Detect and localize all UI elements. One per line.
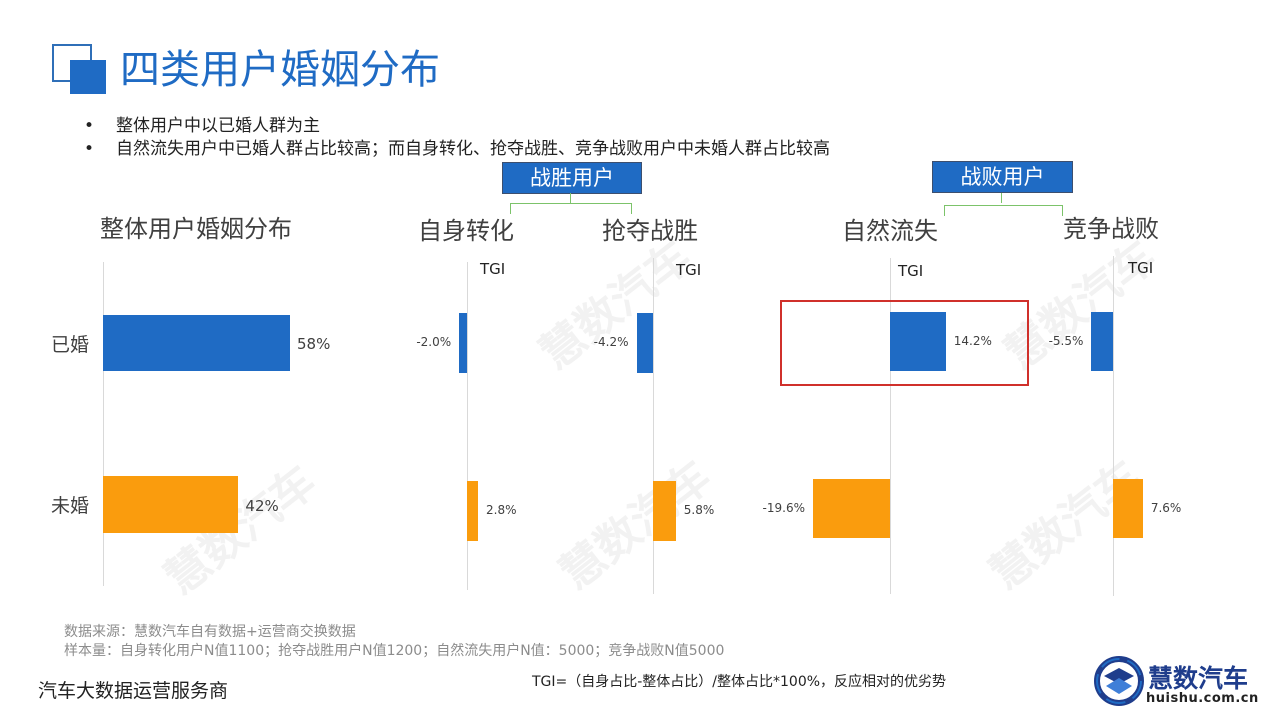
tgi-label-churn: TGI [898, 262, 924, 280]
lose-bracket [944, 205, 1063, 216]
overall-axis [103, 262, 104, 586]
panel-title-self: 自身转化 [418, 217, 514, 245]
bullet-item: 自然流失用户中已婚人群占比较高；而自身转化、抢夺战胜、竞争战败用户中未婚人群占比… [84, 138, 830, 161]
panel-title-seize: 抢夺战胜 [602, 217, 698, 245]
brand-logo-name: 慧数汽车 [1148, 664, 1249, 693]
win-bracket-stem [570, 193, 571, 203]
bar-churn-unmarried [813, 479, 890, 538]
data-label-self-married: -2.0% [416, 335, 452, 349]
data-source-note: 数据来源：慧数汽车自有数据+运营商交换数据 [64, 624, 356, 640]
data-label-compete-unmarried: 7.6% [1150, 500, 1182, 515]
tgi-axis-compete [1113, 256, 1114, 596]
page-title: 四类用户婚姻分布 [120, 47, 440, 93]
bar-overall-unmarried [103, 476, 239, 533]
title-decoration-fill [70, 60, 106, 94]
tgi-label-seize: TGI [676, 261, 702, 279]
data-label-overall-married: 58% [297, 335, 331, 353]
panel-title-compete: 竞争战败 [1063, 215, 1159, 243]
category-unmarried: 未婚 [51, 495, 90, 517]
data-label-self-unmarried: 2.8% [486, 503, 517, 517]
bar-compete-married [1091, 312, 1113, 371]
company-tagline: 汽车大数据运营服务商 [38, 680, 229, 702]
panel-title-churn: 自然流失 [842, 217, 938, 245]
brand-logo-url: huishu.com.cn [1146, 691, 1259, 706]
bar-compete-unmarried [1113, 479, 1143, 538]
tgi-axis-seize [653, 258, 654, 594]
sample-size-note: 样本量：自身转化用户N值1100；抢夺战胜用户N值1200；自然流失用户N值：5… [64, 643, 725, 659]
data-label-seize-unmarried: 5.8% [683, 503, 715, 517]
data-label-compete-married: -5.5% [1048, 333, 1084, 348]
tgi-formula-note: TGI=（自身占比-整体占比）/整体占比*100%，反应相对的优劣势 [532, 674, 947, 690]
tgi-axis-self [467, 262, 468, 590]
lose-group-badge: 战败用户 [932, 161, 1073, 193]
tgi-axis-churn [890, 258, 891, 594]
summary-bullets: 整体用户中以已婚人群为主 自然流失用户中已婚人群占比较高；而自身转化、抢夺战胜、… [84, 115, 830, 161]
bar-overall-married [103, 315, 290, 371]
bar-self-unmarried [467, 481, 478, 541]
brand-logo-icon [1094, 656, 1144, 706]
bullet-item: 整体用户中以已婚人群为主 [84, 115, 830, 138]
category-married: 已婚 [51, 334, 90, 356]
data-label-churn-unmarried: -19.6% [762, 500, 805, 515]
tgi-label-self: TGI [480, 260, 506, 278]
win-bracket [510, 203, 632, 214]
tgi-label-compete: TGI [1128, 259, 1154, 277]
bar-seize-unmarried [653, 481, 676, 541]
panel-title-overall: 整体用户婚姻分布 [100, 215, 292, 243]
brand-logo[interactable] [1094, 656, 1144, 706]
bar-self-married [459, 313, 467, 373]
bar-churn-married [890, 312, 946, 371]
data-label-overall-unmarried: 42% [245, 496, 279, 515]
data-label-churn-married: 14.2% [953, 333, 992, 348]
win-group-badge: 战胜用户 [502, 162, 642, 194]
bar-seize-married [636, 313, 653, 373]
highlight-box [780, 300, 1029, 386]
data-label-seize-married: -4.2% [593, 335, 629, 349]
lose-bracket-stem [1001, 193, 1002, 203]
